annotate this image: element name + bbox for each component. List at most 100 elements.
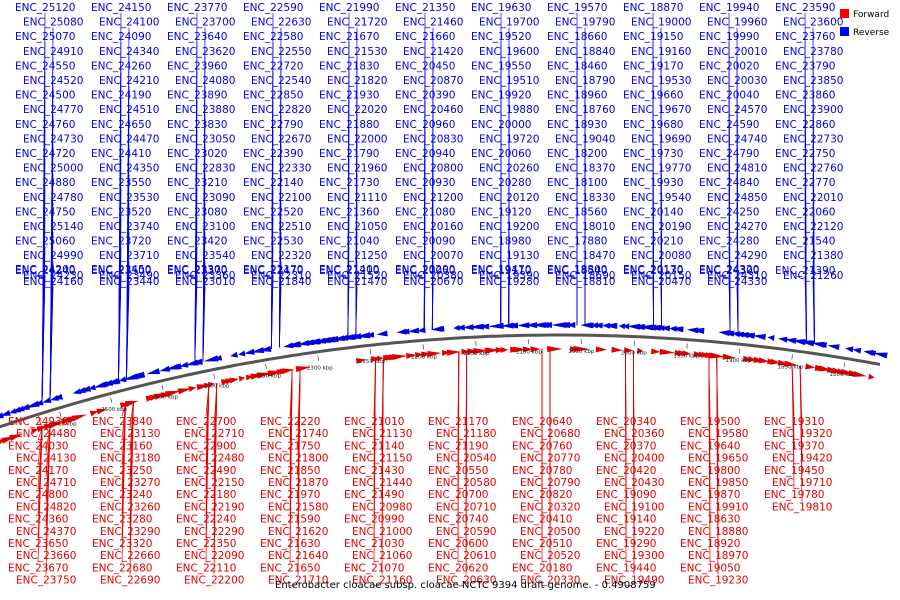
reverse-gene-label: ENC_21670 bbox=[319, 31, 379, 43]
reverse-gene-label: ENC_19690 bbox=[631, 133, 691, 145]
forward-gene-label: ENC_23280 bbox=[92, 514, 152, 526]
forward-gene-mark bbox=[513, 346, 527, 353]
reverse-gene-label: ENC_22020 bbox=[327, 104, 387, 116]
forward-gene-mark bbox=[165, 390, 182, 398]
forward-gene-label: ENC_21180 bbox=[436, 428, 496, 440]
forward-gene-mark bbox=[71, 414, 87, 422]
forward-gene-label: ENC_19300 bbox=[604, 550, 664, 562]
reverse-gene-label: ENC_23900 bbox=[783, 104, 843, 116]
reverse-gene-label: ENC_24290 bbox=[707, 250, 767, 262]
reverse-gene-label: ENC_20140 bbox=[623, 206, 683, 218]
reverse-gene-label: ENC_20190 bbox=[631, 221, 691, 233]
reverse-gene-label: ENC_23210 bbox=[167, 177, 227, 189]
reverse-gene-mark bbox=[215, 354, 223, 361]
reverse-gene-mark bbox=[645, 324, 661, 331]
reverse-gene-label: ENC_24840 bbox=[699, 177, 759, 189]
forward-gene-label: ENC_24820 bbox=[16, 501, 76, 513]
reverse-gene-mark bbox=[816, 342, 828, 349]
forward-gene-label: ENC_20980 bbox=[352, 501, 412, 513]
reverse-gene-label: ENC_20160 bbox=[403, 221, 463, 233]
reverse-gene-label: ENC_22330 bbox=[251, 163, 311, 175]
reverse-gene-label: ENC_20670 bbox=[403, 276, 463, 288]
reverse-gene-label: ENC_24340 bbox=[99, 46, 159, 58]
reverse-gene-label: ENC_21880 bbox=[319, 119, 379, 131]
tick-label: 2300 kbp bbox=[307, 366, 333, 372]
reverse-gene-label: ENC_19790 bbox=[555, 17, 615, 29]
reverse-gene-mark bbox=[362, 332, 371, 339]
forward-gene-mark bbox=[853, 371, 867, 377]
reverse-gene-mark bbox=[376, 330, 388, 337]
reverse-gene-label: ENC_20150 bbox=[631, 270, 691, 282]
forward-gene-label: ENC_23660 bbox=[16, 550, 76, 562]
reverse-gene-label: ENC_20260 bbox=[479, 163, 539, 175]
reverse-gene-mark bbox=[250, 347, 265, 354]
reverse-gene-label: ENC_23450 bbox=[91, 264, 151, 276]
forward-gene-label: ENC_19100 bbox=[604, 501, 664, 513]
reverse-gene-label: ENC_22530 bbox=[243, 236, 303, 248]
reverse-gene-label: ENC_20450 bbox=[395, 60, 455, 72]
reverse-gene-mark bbox=[688, 327, 705, 334]
reverse-gene-mark bbox=[868, 350, 877, 357]
reverse-gene-label: ENC_22630 bbox=[251, 17, 311, 29]
forward-gene-mark bbox=[748, 356, 757, 363]
forward-gene-label: ENC_19320 bbox=[772, 428, 832, 440]
reverse-gene-label: ENC_22310 bbox=[251, 270, 311, 282]
forward-gene-mark bbox=[207, 381, 215, 388]
forward-gene-label: ENC_21630 bbox=[260, 538, 320, 550]
reverse-gene-label: ENC_24550 bbox=[15, 60, 75, 72]
reverse-gene-mark bbox=[721, 330, 735, 337]
reverse-gene-label: ENC_23890 bbox=[167, 90, 227, 102]
forward-gene-label: ENC_21140 bbox=[344, 440, 404, 452]
reverse-gene-label: ENC_21830 bbox=[319, 60, 379, 72]
forward-gene-label: ENC_19500 bbox=[680, 416, 740, 428]
forward-gene-label: ENC_18970 bbox=[688, 550, 748, 562]
tick-label: 2250 kbp bbox=[359, 359, 385, 365]
reverse-connector bbox=[202, 286, 206, 362]
reverse-gene-label: ENC_21420 bbox=[403, 46, 463, 58]
forward-gene-label: ENC_19220 bbox=[604, 526, 664, 538]
forward-gene-label: ENC_21850 bbox=[260, 465, 320, 477]
forward-connector bbox=[121, 404, 126, 563]
reverse-gene-mark bbox=[118, 376, 127, 383]
forward-connector bbox=[45, 425, 51, 575]
forward-gene-label: ENC_22900 bbox=[176, 440, 236, 452]
reverse-gene-label: ENC_19680 bbox=[623, 119, 683, 131]
reverse-gene-label: ENC_19570 bbox=[547, 2, 607, 14]
reverse-connector bbox=[194, 274, 198, 364]
reverse-gene-label: ENC_21730 bbox=[319, 177, 379, 189]
tick-label: 2200 kbp bbox=[411, 354, 437, 360]
reverse-gene-label: ENC_18760 bbox=[555, 104, 615, 116]
legend-reverse-swatch bbox=[840, 27, 849, 36]
reverse-gene-mark bbox=[784, 337, 797, 344]
forward-gene-mark bbox=[447, 349, 461, 356]
reverse-gene-label: ENC_20000 bbox=[471, 119, 531, 131]
reverse-gene-label: ENC_18980 bbox=[471, 236, 531, 248]
forward-gene-label: ENC_19870 bbox=[680, 489, 740, 501]
reverse-gene-label: ENC_21660 bbox=[395, 31, 455, 43]
forward-connector bbox=[633, 350, 635, 575]
reverse-gene-label: ENC_21250 bbox=[327, 250, 387, 262]
forward-gene-label: ENC_19440 bbox=[596, 562, 656, 574]
tick-label: 2400 kbp bbox=[203, 383, 229, 389]
reverse-gene-mark bbox=[50, 395, 59, 401]
reverse-gene-label: ENC_23520 bbox=[91, 206, 151, 218]
reverse-gene-mark bbox=[188, 358, 204, 365]
reverse-gene-label: ENC_19170 bbox=[623, 60, 683, 72]
reverse-gene-label: ENC_25000 bbox=[23, 163, 83, 175]
reverse-gene-label: ENC_21820 bbox=[327, 75, 387, 87]
reverse-gene-label: ENC_20390 bbox=[395, 90, 455, 102]
reverse-gene-label: ENC_19940 bbox=[699, 2, 759, 14]
tick-label: 2450 kbp bbox=[152, 395, 178, 401]
reverse-gene-label: ENC_19120 bbox=[471, 206, 531, 218]
forward-gene-mark bbox=[495, 347, 506, 354]
reverse-gene-label: ENC_24190 bbox=[91, 90, 151, 102]
forward-gene-label: ENC_20400 bbox=[604, 453, 664, 465]
reverse-gene-label: ENC_22520 bbox=[243, 206, 303, 218]
forward-gene-label: ENC_21580 bbox=[268, 501, 328, 513]
reverse-gene-label: ENC_23100 bbox=[175, 221, 235, 233]
forward-gene-mark bbox=[530, 346, 541, 353]
forward-gene-label: ENC_23290 bbox=[100, 526, 160, 538]
reverse-gene-label: ENC_20130 bbox=[623, 265, 683, 277]
forward-gene-label: ENC_19710 bbox=[772, 477, 832, 489]
reverse-gene-label: ENC_22120 bbox=[783, 221, 843, 233]
